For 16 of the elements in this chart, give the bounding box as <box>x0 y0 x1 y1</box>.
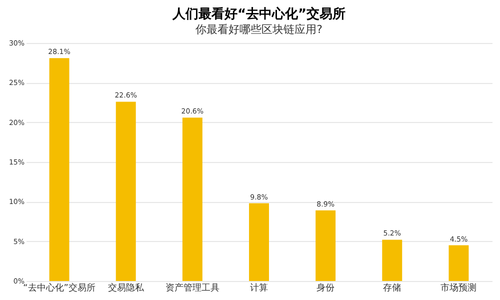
x-tick-label: 资产管理工具 <box>165 282 220 294</box>
bar <box>249 203 269 281</box>
bar <box>182 118 202 281</box>
x-tick-label: 交易隐私 <box>108 282 145 294</box>
bar <box>316 210 336 281</box>
bar <box>448 245 469 281</box>
bar <box>116 102 136 281</box>
x-tick-label: 市场预测 <box>440 282 477 294</box>
x-tick-label: 存储 <box>383 282 402 294</box>
chart-title: 人们最看好“去中心化”交易所 <box>171 6 346 22</box>
chart-subtitle: 你最看好哪些区块链应用? <box>196 23 323 36</box>
x-tick-label: “去中心化”交易所 <box>23 282 96 294</box>
bar <box>49 58 70 281</box>
x-tick-label: 身份 <box>316 282 335 294</box>
bar <box>382 240 402 281</box>
x-tick-label: 计算 <box>250 282 268 294</box>
